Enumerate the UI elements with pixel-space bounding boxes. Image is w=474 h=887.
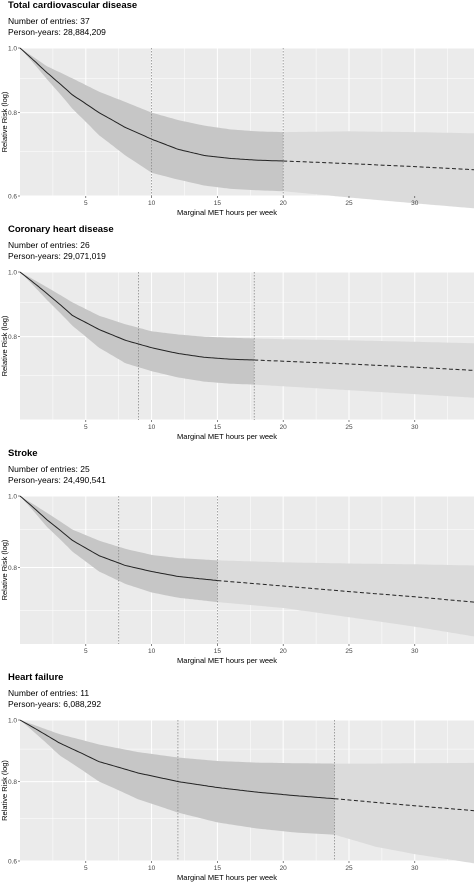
y-tick-label: 0.8 (8, 110, 17, 117)
person-years-label: Person-years: 6,088,292 (8, 699, 102, 709)
x-axis-label: Marginal MET hours per week (177, 656, 277, 665)
ci-band-extrapolated (283, 131, 474, 209)
person-years-label: Person-years: 24,490,541 (8, 475, 106, 485)
x-tick-label: 20 (280, 865, 288, 872)
ci-band-extrapolated (217, 560, 474, 637)
entries-label: Number of entries: 25 (8, 464, 90, 474)
panel-coronary-heart-disease: Coronary heart disease Number of entries… (0, 224, 474, 446)
chart-plot: 5 10 15 20 25 30 1.0 0.8 0.6 Marginal MET hours p… (0, 717, 474, 882)
y-tick-label: 1.0 (8, 493, 17, 500)
x-tick-label: 25 (345, 424, 353, 431)
y-tick-label: 1.0 (8, 717, 17, 724)
dose-response-line (19, 495, 218, 582)
x-tick-label: 15 (214, 865, 222, 872)
chart-plot: 5 10 15 20 25 30 1.0 0.8 Marginal MET hours per … (0, 269, 474, 441)
x-tick-label: 30 (411, 424, 419, 431)
x-tick-label: 5 (84, 424, 88, 431)
x-tick-label: 10 (148, 865, 156, 872)
x-tick-label: 10 (148, 200, 156, 207)
panel-title: Heart failure (8, 672, 64, 683)
dose-response-line-extrapolated (334, 798, 474, 812)
y-tick-label: 0.8 (8, 779, 17, 786)
dose-response-line (19, 719, 335, 800)
x-tick-label: 10 (148, 648, 156, 655)
y-tick-label: 0.6 (8, 858, 17, 865)
entries-label: Number of entries: 11 (8, 688, 90, 698)
dose-response-line-extrapolated (217, 580, 474, 603)
y-axis-label: Relative Risk (log) (0, 315, 9, 376)
ci-band-extrapolated (334, 762, 474, 864)
x-tick-label: 25 (345, 200, 353, 207)
y-axis-label: Relative Risk (log) (0, 760, 9, 821)
x-tick-label: 25 (345, 648, 353, 655)
y-tick-label: 1.0 (8, 45, 17, 52)
x-tick-label: 20 (280, 648, 288, 655)
x-tick-label: 30 (411, 200, 419, 207)
x-axis-label: Marginal MET hours per week (177, 432, 277, 441)
entries-label: Number of entries: 37 (8, 16, 90, 26)
ci-band-fitted (20, 496, 218, 603)
x-axis-label: Marginal MET hours per week (177, 208, 277, 217)
entries-label: Number of entries: 26 (8, 240, 90, 250)
x-tick-label: 10 (148, 424, 156, 431)
x-tick-label: 30 (411, 648, 419, 655)
ci-band-extrapolated (254, 338, 474, 398)
panel-stroke: Stroke Number of entries: 25 Person-year… (0, 448, 474, 670)
person-years-label: Person-years: 28,884,209 (8, 27, 106, 37)
y-axis-label: Relative Risk (log) (0, 91, 9, 152)
y-tick-label: 1.0 (8, 269, 17, 276)
panel-heart-failure: Heart failure Number of entries: 11 Pers… (0, 672, 474, 887)
panel-title: Coronary heart disease (8, 224, 114, 235)
x-axis-label: Marginal MET hours per week (177, 873, 277, 882)
person-years-label: Person-years: 29,071,019 (8, 251, 106, 261)
ci-band-fitted (20, 720, 335, 835)
x-tick-label: 5 (84, 865, 88, 872)
y-axis-label: Relative Risk (log) (0, 539, 9, 600)
x-tick-label: 15 (214, 424, 222, 431)
x-tick-label: 15 (214, 200, 222, 207)
ci-band-fitted (20, 48, 284, 192)
panel-total-cvd: Total cardiovascular disease Number of e… (0, 0, 474, 222)
x-tick-label: 5 (84, 648, 88, 655)
dose-response-line (19, 271, 255, 361)
x-tick-label: 25 (345, 865, 353, 872)
chart-plot: 5 10 15 20 25 30 1.0 0.8 Marginal MET hours per … (0, 493, 474, 665)
y-tick-label: 0.8 (8, 565, 17, 572)
x-tick-label: 30 (411, 865, 419, 872)
y-tick-label: 0.6 (8, 193, 17, 200)
x-tick-label: 5 (84, 200, 88, 207)
panel-title: Total cardiovascular disease (8, 0, 138, 11)
dose-response-line-extrapolated (254, 359, 474, 371)
y-tick-label: 0.8 (8, 334, 17, 341)
x-tick-label: 20 (280, 200, 288, 207)
x-tick-label: 15 (214, 648, 222, 655)
dose-response-line (19, 47, 284, 162)
chart-plot: 5 10 15 20 25 30 1.0 0.8 0.6 Marginal MET hours p… (0, 45, 474, 217)
panel-title: Stroke (8, 448, 38, 459)
x-tick-label: 20 (280, 424, 288, 431)
